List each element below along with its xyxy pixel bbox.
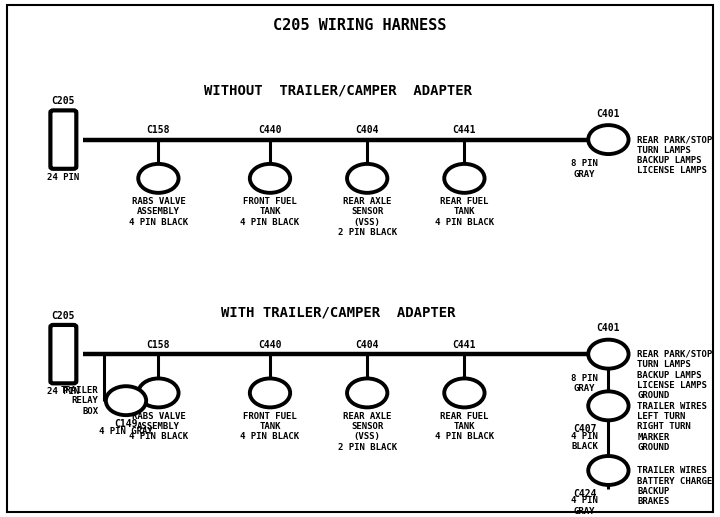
Text: FRONT FUEL
TANK
4 PIN BLACK: FRONT FUEL TANK 4 PIN BLACK bbox=[240, 197, 300, 227]
Text: C401: C401 bbox=[597, 324, 620, 333]
Text: REAR PARK/STOP
TURN LAMPS
BACKUP LAMPS
LICENSE LAMPS: REAR PARK/STOP TURN LAMPS BACKUP LAMPS L… bbox=[637, 135, 713, 175]
Text: RABS VALVE
ASSEMBLY
4 PIN BLACK: RABS VALVE ASSEMBLY 4 PIN BLACK bbox=[129, 197, 188, 227]
Text: RABS VALVE
ASSEMBLY
4 PIN BLACK: RABS VALVE ASSEMBLY 4 PIN BLACK bbox=[129, 412, 188, 442]
FancyBboxPatch shape bbox=[50, 111, 76, 169]
Text: C441: C441 bbox=[453, 126, 476, 135]
Text: REAR PARK/STOP
TURN LAMPS
BACKUP LAMPS
LICENSE LAMPS
GROUND: REAR PARK/STOP TURN LAMPS BACKUP LAMPS L… bbox=[637, 350, 713, 400]
Circle shape bbox=[347, 164, 387, 193]
Text: REAR FUEL
TANK
4 PIN BLACK: REAR FUEL TANK 4 PIN BLACK bbox=[435, 197, 494, 227]
Text: C401: C401 bbox=[597, 109, 620, 119]
Text: 24 PIN: 24 PIN bbox=[48, 388, 79, 397]
Circle shape bbox=[250, 378, 290, 407]
Text: C158: C158 bbox=[147, 126, 170, 135]
Circle shape bbox=[347, 378, 387, 407]
Text: C205: C205 bbox=[52, 311, 75, 321]
Text: C424: C424 bbox=[573, 489, 596, 499]
Text: REAR AXLE
SENSOR
(VSS)
2 PIN BLACK: REAR AXLE SENSOR (VSS) 2 PIN BLACK bbox=[338, 197, 397, 237]
Text: C404: C404 bbox=[356, 340, 379, 350]
Text: WITH TRAILER/CAMPER  ADAPTER: WITH TRAILER/CAMPER ADAPTER bbox=[221, 306, 456, 320]
Circle shape bbox=[138, 164, 179, 193]
Text: TRAILER WIRES
BATTERY CHARGE
BACKUP
BRAKES: TRAILER WIRES BATTERY CHARGE BACKUP BRAK… bbox=[637, 466, 713, 506]
Text: REAR FUEL
TANK
4 PIN BLACK: REAR FUEL TANK 4 PIN BLACK bbox=[435, 412, 494, 442]
Circle shape bbox=[588, 125, 629, 154]
Text: 8 PIN
GRAY: 8 PIN GRAY bbox=[571, 374, 598, 393]
Circle shape bbox=[138, 378, 179, 407]
Text: WITHOUT  TRAILER/CAMPER  ADAPTER: WITHOUT TRAILER/CAMPER ADAPTER bbox=[204, 83, 472, 98]
Text: TRAILER WIRES
LEFT TURN
RIGHT TURN
MARKER
GROUND: TRAILER WIRES LEFT TURN RIGHT TURN MARKE… bbox=[637, 402, 707, 452]
Circle shape bbox=[588, 340, 629, 369]
Text: FRONT FUEL
TANK
4 PIN BLACK: FRONT FUEL TANK 4 PIN BLACK bbox=[240, 412, 300, 442]
Text: TRAILER
RELAY
BOX: TRAILER RELAY BOX bbox=[61, 386, 99, 416]
Text: 4 PIN
GRAY: 4 PIN GRAY bbox=[571, 496, 598, 516]
Text: 4 PIN
BLACK: 4 PIN BLACK bbox=[571, 432, 598, 451]
Circle shape bbox=[444, 378, 485, 407]
Text: C441: C441 bbox=[453, 340, 476, 350]
Text: REAR AXLE
SENSOR
(VSS)
2 PIN BLACK: REAR AXLE SENSOR (VSS) 2 PIN BLACK bbox=[338, 412, 397, 452]
Text: 24 PIN: 24 PIN bbox=[48, 173, 79, 182]
Circle shape bbox=[444, 164, 485, 193]
Text: C404: C404 bbox=[356, 126, 379, 135]
Text: 4 PIN GRAY: 4 PIN GRAY bbox=[99, 427, 153, 435]
Text: C440: C440 bbox=[258, 340, 282, 350]
Text: C205 WIRING HARNESS: C205 WIRING HARNESS bbox=[274, 18, 446, 33]
Circle shape bbox=[106, 386, 146, 415]
Text: C407: C407 bbox=[573, 424, 596, 434]
Circle shape bbox=[588, 391, 629, 420]
Text: C158: C158 bbox=[147, 340, 170, 350]
Circle shape bbox=[588, 456, 629, 485]
Text: C149: C149 bbox=[114, 419, 138, 429]
Circle shape bbox=[250, 164, 290, 193]
FancyBboxPatch shape bbox=[50, 325, 76, 384]
Text: C440: C440 bbox=[258, 126, 282, 135]
Text: 8 PIN
GRAY: 8 PIN GRAY bbox=[571, 159, 598, 179]
Text: C205: C205 bbox=[52, 96, 75, 107]
